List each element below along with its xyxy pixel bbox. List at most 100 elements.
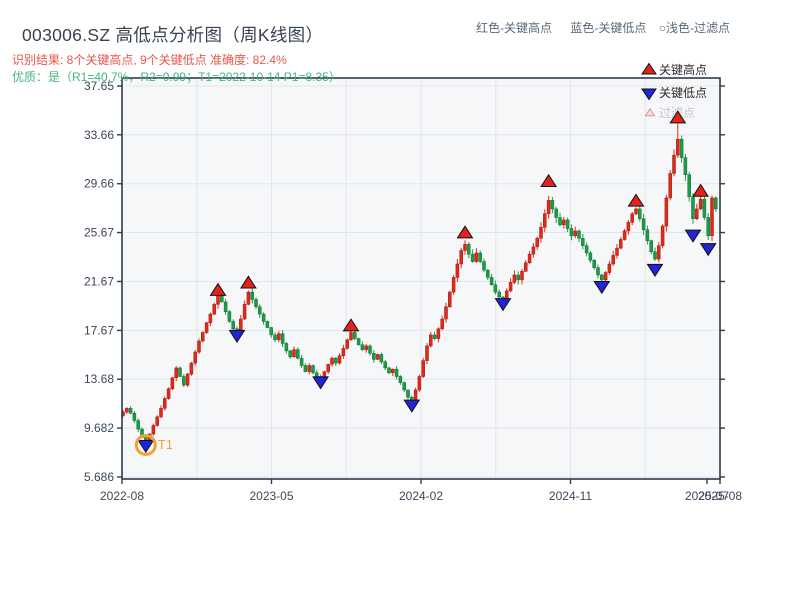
legend-filtered-marker — [644, 107, 656, 117]
key-high-marker — [692, 183, 710, 197]
candle-body — [710, 197, 714, 237]
candle-body — [706, 217, 710, 237]
candle-body — [432, 334, 437, 339]
key-low-marker — [593, 280, 611, 295]
candle-body — [136, 420, 140, 430]
candle-body — [201, 332, 205, 342]
candle-body — [227, 311, 232, 322]
candle-body — [212, 304, 216, 315]
candle-body — [341, 348, 346, 356]
candle-body — [174, 367, 178, 378]
candle-body — [155, 416, 159, 426]
candle-body — [550, 200, 555, 210]
key-high-marker — [540, 173, 558, 188]
candle-body — [562, 219, 566, 226]
candle-body — [334, 357, 338, 364]
candle-body — [698, 198, 703, 210]
candle-body — [159, 408, 163, 418]
candle-body — [284, 343, 289, 352]
key-high-marker — [239, 275, 257, 289]
x-tick-label: 2022-08 — [100, 489, 144, 503]
x-tick-label: 2025-07 — [685, 489, 729, 503]
candle-body — [486, 269, 490, 278]
candle-body — [459, 250, 463, 265]
candle-body — [546, 200, 551, 215]
candle-body — [630, 213, 634, 223]
candle-body — [128, 408, 133, 414]
candle-body — [166, 388, 171, 399]
candle-body — [512, 274, 517, 283]
candle-body — [421, 360, 425, 377]
candle-body — [345, 339, 349, 349]
candle-body — [653, 251, 657, 260]
key-low-marker — [228, 329, 246, 344]
key-high-marker — [456, 225, 474, 239]
candle-body — [539, 227, 543, 239]
candle-body — [265, 321, 270, 328]
candle-body — [657, 245, 661, 260]
candle-body — [577, 230, 581, 239]
candle-body — [543, 213, 547, 228]
candle-body — [660, 225, 665, 246]
y-tick-label: 33.66 — [84, 128, 114, 142]
candle-body — [641, 218, 646, 230]
y-tick-label: 9.682 — [84, 421, 114, 435]
candle-body — [581, 238, 585, 246]
candle-body — [208, 313, 213, 323]
candle-body — [125, 408, 129, 413]
y-tick-label: 17.67 — [84, 323, 114, 337]
color-key-low: 蓝色-关键低点 — [570, 21, 647, 35]
candle-body — [151, 425, 156, 435]
candle-body — [444, 306, 448, 320]
candle-body — [615, 247, 619, 256]
candle-body — [520, 271, 524, 281]
candle-body — [356, 338, 361, 345]
y-tick-label: 25.67 — [84, 226, 114, 240]
x-tick-label: 2025-08 — [698, 489, 742, 503]
candle-body — [573, 230, 577, 237]
key-low-marker — [684, 229, 702, 243]
candle-body — [182, 376, 186, 386]
key-low-marker — [494, 298, 512, 312]
candle-body — [702, 198, 707, 218]
candle-body — [280, 333, 285, 344]
candle-body — [242, 304, 247, 320]
candle-body — [383, 361, 387, 369]
y-tick-label: 21.67 — [84, 274, 114, 288]
candle-body — [436, 328, 441, 339]
candle-body — [402, 382, 406, 391]
candle-body — [638, 208, 642, 219]
candle-body — [440, 318, 444, 330]
candle-body — [231, 321, 235, 330]
candle-body — [337, 355, 342, 364]
candle-body — [603, 272, 608, 281]
candle-body — [326, 364, 330, 372]
candle-body — [220, 295, 224, 303]
candle-body — [524, 262, 528, 272]
candle-body — [535, 238, 539, 248]
candle-body — [451, 277, 456, 293]
candle-body — [261, 313, 266, 322]
candle-body — [482, 261, 486, 271]
key-high-marker — [669, 110, 687, 124]
candle-body — [558, 217, 562, 226]
candle-body — [668, 173, 672, 199]
candle-body — [163, 398, 167, 409]
candle-body — [406, 389, 410, 398]
candle-body — [508, 282, 513, 292]
quality-result-text: 优质：是（R1=40.7%，R2=0.99；T1=2022-10-14 P1=8… — [12, 70, 341, 84]
legend-label: 关键高点 — [659, 62, 707, 77]
candle-body — [246, 291, 251, 305]
candle-body — [664, 197, 669, 227]
x-tick-label: 2024-11 — [549, 489, 592, 503]
candle-body — [607, 263, 612, 273]
candle-body — [189, 362, 194, 375]
candle-body — [349, 332, 353, 341]
color-key-caption: 红色-关键高点 蓝色-关键低点 ○浅色-过滤点 — [476, 19, 730, 36]
candle-body — [311, 365, 315, 374]
candle-body — [463, 244, 467, 251]
candle-body — [592, 260, 596, 268]
candle-body — [622, 230, 627, 240]
candle-body — [645, 229, 650, 241]
